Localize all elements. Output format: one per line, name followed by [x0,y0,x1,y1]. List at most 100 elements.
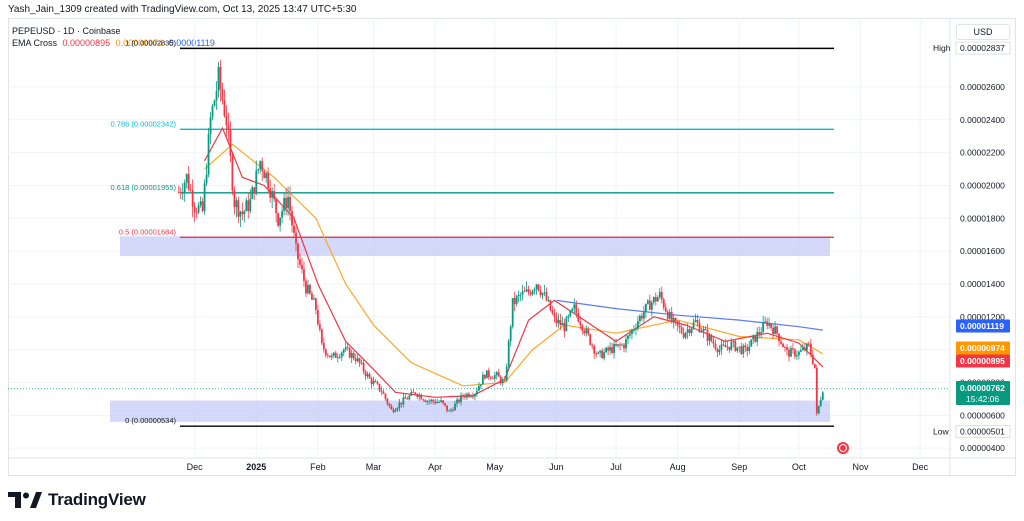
candle-body [720,344,723,350]
candle-body [800,350,802,352]
candle-body [573,304,576,309]
currency-button[interactable]: USD [956,24,1010,40]
candle-body [569,310,572,317]
x-tick-label: Jul [610,462,622,472]
candle-body [251,187,254,199]
candle-body [597,352,600,354]
ema-long-value: 0.00001119 [168,38,215,48]
candle-body [503,380,506,381]
candle-body [607,347,609,351]
candle-body [378,383,381,391]
candle-body [676,320,679,326]
candle-body [446,405,448,411]
candle-body [354,358,357,362]
fib-label: 0.618 (0.00001955) [111,183,177,192]
candle-body [477,385,480,391]
candle-body [539,290,542,296]
candle-body [770,323,772,328]
candle-body [748,346,751,352]
candle-body [684,332,687,338]
candle-body [368,374,371,379]
symbol-legend[interactable]: PEPEUSD · 1D · Coinbase [12,26,121,36]
ema-slow-line [204,143,824,387]
candle-body [432,399,435,402]
candle-body [458,399,460,403]
zone-box [110,400,830,422]
candle-body [710,335,713,342]
candle-body [760,332,763,334]
candle-body [360,362,363,364]
candle-body [639,315,641,322]
event-icon [837,442,849,454]
candle-body [299,259,301,265]
candle-body [734,340,737,351]
candle-body [803,347,806,351]
candle-body [752,335,755,340]
candle-body [589,334,592,345]
candle-body [740,346,743,354]
candle-body [430,399,433,402]
candle-body [527,289,530,293]
candle-body [438,401,441,403]
candle-body [456,399,458,404]
candle-body [581,325,584,331]
chart-frame [8,18,1016,476]
candle-body [802,347,804,351]
last-price-tag [956,381,1010,405]
candle-body [420,394,423,400]
candle-body [587,328,590,335]
candle-body [287,196,289,209]
x-tick-label: Nov [853,462,870,472]
candle-body [468,393,470,397]
candle-body [782,343,784,348]
candle-body [442,400,445,404]
candle-body [674,318,677,321]
candle-body [285,197,287,209]
candle-body [203,183,206,211]
candle-body [585,328,588,334]
candle-body [682,332,685,338]
candle-body [561,323,564,326]
candle-body [668,311,671,319]
x-tick-label: Mar [366,462,382,472]
candle-body [688,329,691,333]
candle-body [577,313,580,322]
candle-body [788,349,790,357]
candle-body [623,344,625,349]
candle-body [650,302,653,310]
candle-body [483,374,486,379]
candle-body [193,206,196,213]
candle-body [279,217,282,226]
candle-body [225,115,228,126]
candle-body [400,402,403,405]
candle-body [243,211,246,215]
candle-body [466,393,468,398]
ema-cross-legend[interactable]: EMA Cross 0.00000895 0.00000974 0.000011… [12,38,215,48]
candle-body [338,356,341,358]
fib-layer: 1 (0.00002835) 0.786 (0.00002342) 0.618 (0… [111,38,834,427]
candle-body [603,352,606,359]
candle-body [382,391,385,394]
candle-body [207,134,210,175]
ema-long-line [556,299,823,331]
candle-body [491,378,494,380]
candle-body [470,396,472,398]
candle-body [694,320,697,322]
candle-body [346,347,349,349]
candle-body [348,348,351,358]
candle-body [716,348,719,353]
candle-body [390,406,393,410]
candle-body [185,174,188,183]
candle-body [291,211,293,226]
fib-label: 0.5 (0.00001684) [119,227,177,236]
candle-body [229,129,232,156]
candle-body [239,211,242,217]
ema-fast-line [204,126,824,398]
candle-body [633,329,635,331]
candle-body [422,399,425,401]
candle-body [652,297,655,303]
candle-body [591,344,594,346]
tradingview-logo[interactable]: TradingView [8,489,146,511]
